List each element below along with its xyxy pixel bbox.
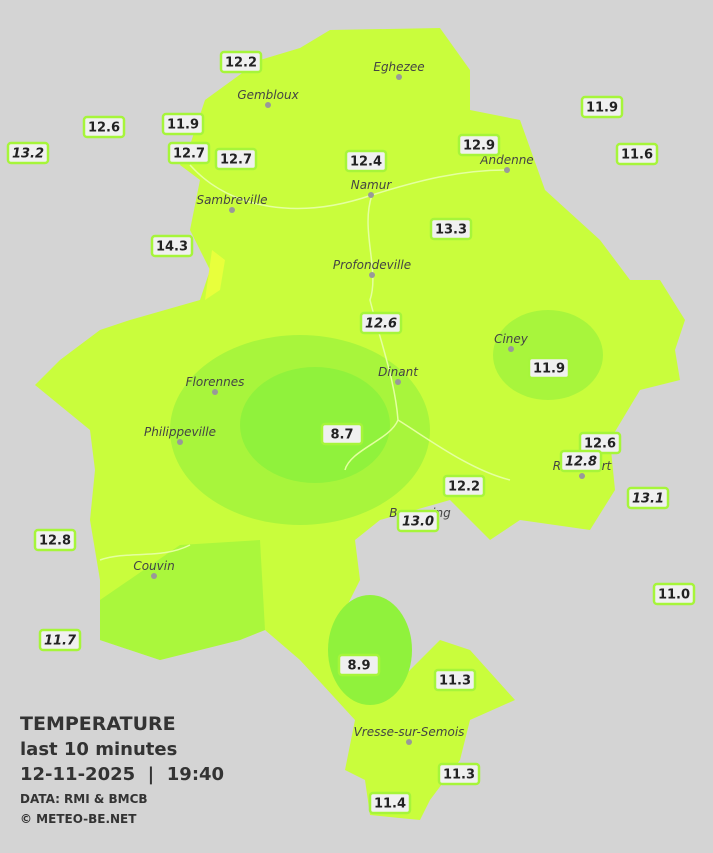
- town-dot: [396, 74, 402, 80]
- station-value: 13.0: [402, 515, 434, 530]
- station-value: 12.8: [565, 455, 597, 470]
- station-box: [161, 112, 205, 136]
- station-value: 12.6: [88, 121, 120, 136]
- station-box: [368, 791, 412, 815]
- station-value: 14.3: [156, 240, 188, 255]
- legend: TEMPERATURE last 10 minutes 12-11-2025 |…: [20, 713, 224, 826]
- town-dot: [369, 272, 375, 278]
- station-value: 11.3: [439, 674, 471, 689]
- legend-title: TEMPERATURE: [20, 713, 176, 735]
- station-box: [320, 422, 364, 446]
- station-value: 11.9: [167, 118, 199, 133]
- legend-subtitle: last 10 minutes: [20, 739, 177, 760]
- town-dot: [151, 573, 157, 579]
- river: [99, 164, 511, 561]
- legend-source: DATA: RMI & BMCB: [20, 792, 148, 806]
- town-dot: [406, 739, 412, 745]
- town-label: Vresse-sur-Semois: [354, 725, 465, 739]
- town-label: Ciney: [494, 332, 529, 346]
- town-dot: [212, 389, 218, 395]
- station-value: 12.4: [350, 155, 382, 170]
- legend-credit: © METEO-BE.NET: [20, 812, 137, 826]
- station-value: 12.2: [225, 56, 257, 71]
- town-dot: [504, 167, 510, 173]
- station-box: [559, 449, 603, 473]
- station-box: [359, 311, 403, 335]
- station-box: [652, 582, 696, 606]
- station-value: 11.6: [621, 148, 653, 163]
- station-value: 8.9: [347, 659, 370, 674]
- station-value: 13.3: [435, 223, 467, 238]
- town-label: Couvin: [133, 559, 174, 573]
- station-value: 12.2: [448, 480, 480, 495]
- legend-datetime: 12-11-2025 | 19:40: [20, 764, 224, 785]
- station-value: 12.7: [173, 147, 205, 162]
- station-value: 11.4: [374, 797, 406, 812]
- station-box: [344, 149, 388, 173]
- station-box: [437, 762, 481, 786]
- station-value: 11.9: [586, 101, 618, 116]
- station-box: [442, 474, 486, 498]
- station-value: 11.3: [443, 768, 475, 783]
- station-value: 11.7: [44, 634, 77, 649]
- station-box: [219, 50, 263, 74]
- town-dot: [265, 102, 271, 108]
- zone-cool: [240, 367, 390, 483]
- station-value: 12.6: [365, 317, 397, 332]
- town-label: Philippeville: [144, 425, 216, 439]
- station-box: [615, 142, 659, 166]
- station-value: 11.0: [658, 588, 690, 603]
- station-box: [396, 509, 440, 533]
- station-value: 13.2: [12, 147, 44, 162]
- station-box: [457, 133, 501, 157]
- station-box: [167, 141, 211, 165]
- station-value: 11.9: [533, 362, 565, 377]
- town-dot: [368, 192, 374, 198]
- station-box: [433, 668, 477, 692]
- zone-ciney: [493, 310, 603, 400]
- town-dot: [508, 346, 514, 352]
- town-label: Dinant: [378, 365, 419, 379]
- town-dot: [395, 379, 401, 385]
- town-label: Sambreville: [196, 193, 267, 207]
- town-dot: [229, 207, 235, 213]
- town-dot: [177, 439, 183, 445]
- station-box: [626, 486, 670, 510]
- station-box: [337, 653, 381, 677]
- station-value: 12.8: [39, 534, 71, 549]
- town-label: Florennes: [186, 375, 245, 389]
- station-box: [6, 141, 50, 165]
- station-value: 12.9: [463, 139, 495, 154]
- station-value: 12.6: [584, 437, 616, 452]
- station-box: [33, 528, 77, 552]
- town-label: Eghezee: [373, 60, 424, 74]
- station-box: [580, 95, 624, 119]
- town-label: Andenne: [479, 153, 533, 167]
- zone-south: [328, 595, 412, 705]
- station-box: [150, 234, 194, 258]
- station-box: [429, 217, 473, 241]
- station-value: 8.7: [330, 428, 353, 443]
- town-label: Profondeville: [333, 258, 411, 272]
- station-box: [82, 115, 126, 139]
- town-dot: [579, 473, 585, 479]
- station-box: [214, 147, 258, 171]
- station-value: 12.7: [220, 153, 252, 168]
- zone-west: [100, 540, 265, 660]
- station-box: [38, 628, 82, 652]
- station-box: [527, 356, 571, 380]
- zone-warm: [205, 250, 225, 300]
- station-value: 13.1: [632, 492, 664, 507]
- town-label: Namur: [351, 178, 393, 192]
- town-label: Gembloux: [237, 88, 299, 102]
